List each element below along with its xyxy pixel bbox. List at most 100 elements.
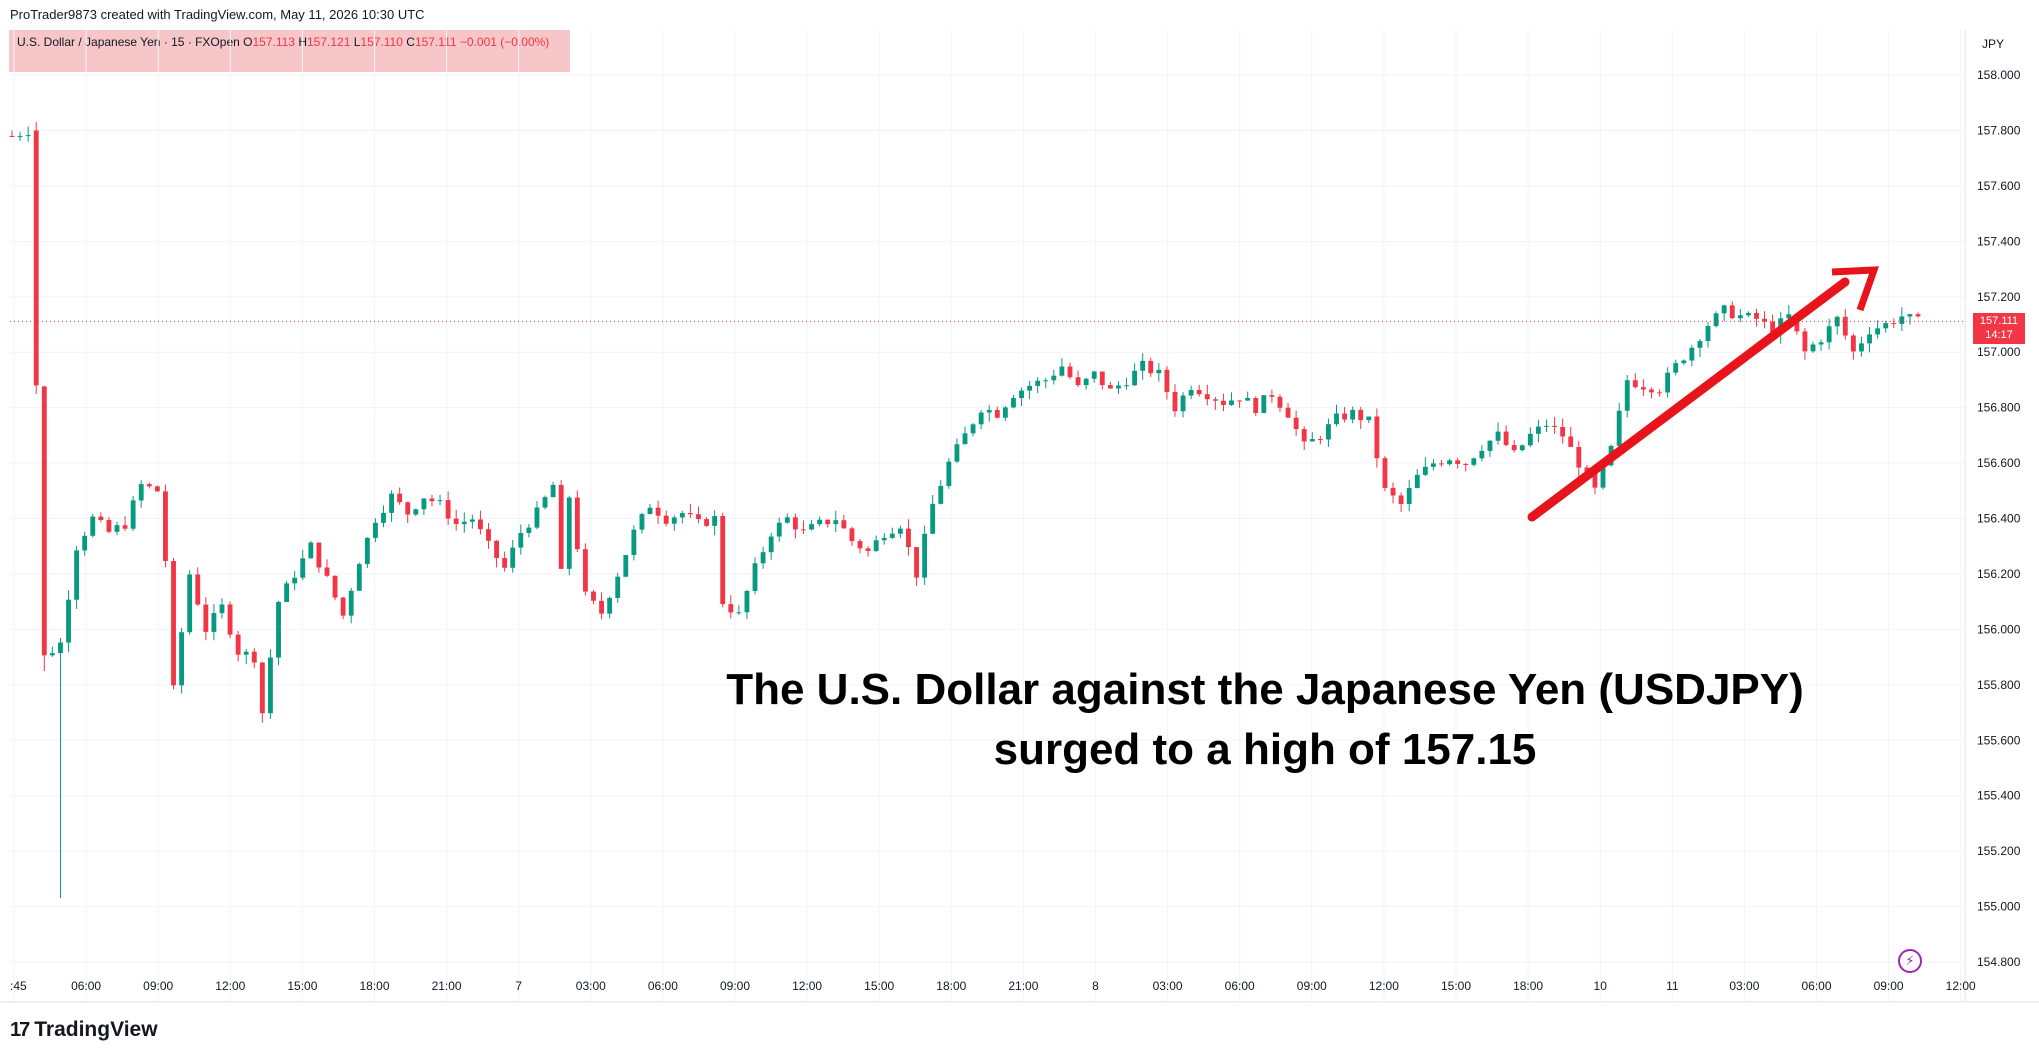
symbol-legend[interactable]: U.S. Dollar / Japanese Yen · 15 · FXOpen… <box>9 30 570 72</box>
candle-body <box>736 612 742 614</box>
candle-body <box>1624 380 1630 411</box>
candle-body <box>1592 471 1598 488</box>
time-tick-label: 06:00 <box>71 979 101 993</box>
candle-body <box>1204 394 1210 400</box>
time-tick-label: 18:00 <box>1513 979 1543 993</box>
candle-body <box>41 386 47 656</box>
candle-body <box>1616 410 1622 446</box>
candle-body <box>1083 378 1089 386</box>
candle-body <box>720 516 726 605</box>
candle-body <box>704 519 709 526</box>
candle-body <box>1107 385 1113 389</box>
time-tick-label: 21:00 <box>1008 979 1038 993</box>
candle-body <box>1156 369 1162 374</box>
candle-body <box>526 527 532 533</box>
candle-body <box>1027 385 1033 391</box>
candle-body <box>308 542 314 559</box>
candle-body <box>348 590 354 616</box>
candle-body <box>1503 431 1509 446</box>
candle-body <box>574 497 580 550</box>
time-tick-label: 10 <box>1594 979 1608 993</box>
candle-body <box>1229 400 1234 405</box>
tradingview-logo[interactable]: 17 TradingView <box>10 1018 158 1042</box>
candle-body <box>1277 396 1283 408</box>
time-tick-label: 03:00 <box>1729 979 1759 993</box>
price-tick-label: 155.000 <box>1977 900 2021 914</box>
lightning-bolt-icon[interactable]: ⚡ <box>1898 949 1922 973</box>
candle-body <box>825 519 831 525</box>
candle-body <box>1511 445 1517 451</box>
time-tick-label: 12:00 <box>215 979 245 993</box>
candle-body <box>1535 426 1541 434</box>
candle-body <box>146 484 152 487</box>
candle-body <box>90 516 96 536</box>
candle-body <box>461 521 467 525</box>
candle-body <box>1455 460 1461 464</box>
candle-body <box>817 519 823 525</box>
price-tick-label: 154.800 <box>1977 955 2021 969</box>
candle-body <box>760 552 766 564</box>
candle-body <box>1705 326 1711 342</box>
time-tick-label: 09:00 <box>143 979 173 993</box>
candle-body <box>631 529 637 556</box>
grid-layer <box>10 30 1965 1002</box>
price-tick-label: 157.600 <box>1977 179 2021 193</box>
candle-body <box>138 484 144 501</box>
candle-body <box>1721 305 1727 314</box>
annotation-line-1: The U.S. Dollar against the Japanese Yen… <box>726 665 1804 714</box>
time-tick-label: 15:00 <box>287 979 317 993</box>
candle-body <box>389 493 395 513</box>
price-axis[interactable]: 158.000 157.800 157.600 157.400 157.200 157.0… <box>1977 68 2021 969</box>
candle-body <box>930 503 936 534</box>
candle-body <box>962 433 968 445</box>
candle-body <box>615 576 621 598</box>
candle-body <box>1544 425 1549 427</box>
candle-body <box>25 135 31 137</box>
time-tick-label: 03:00 <box>576 979 606 993</box>
candle-body <box>1196 389 1202 395</box>
candle-body <box>1859 343 1864 352</box>
candle-countdown: 14:17 <box>1985 329 2013 342</box>
candle-body <box>211 613 217 632</box>
currency-label[interactable]: JPY <box>1982 37 2005 51</box>
candle-body <box>1342 413 1348 420</box>
candle-body <box>873 540 879 551</box>
candle-body <box>187 574 193 633</box>
candle-body <box>542 497 548 508</box>
candle-body <box>801 529 806 531</box>
candle-body <box>809 524 814 530</box>
candle-body <box>1867 334 1872 344</box>
time-tick-label: 15:00 <box>1441 979 1471 993</box>
candle-body <box>1180 395 1186 412</box>
candle-body <box>712 516 718 526</box>
candle-body <box>453 518 459 525</box>
candle-body <box>623 555 629 577</box>
price-tick-label: 155.200 <box>1977 844 2021 858</box>
candle-body <box>373 522 378 538</box>
candle-body <box>17 136 23 138</box>
time-tick-label: 09:00 <box>1874 979 1904 993</box>
candle-body <box>405 502 411 515</box>
candle-body <box>1253 397 1259 413</box>
price-tick-label: 157.400 <box>1977 234 2021 248</box>
candle-body <box>1657 392 1662 394</box>
candle-body <box>1673 363 1679 373</box>
candle-body <box>1810 344 1816 352</box>
candle-body <box>833 520 839 525</box>
last-price-badge: 157.111 14:17 <box>1973 313 2025 345</box>
time-tick-label: 7 <box>515 979 522 993</box>
candle-body <box>1366 416 1372 421</box>
candle-body <box>1754 312 1759 319</box>
candle-body <box>591 591 596 601</box>
time-tick-label: 15:00 <box>864 979 894 993</box>
candle-body <box>978 412 984 425</box>
candle-body <box>340 597 346 616</box>
price-tick-label: 157.800 <box>1977 123 2021 137</box>
candle-body <box>1640 387 1646 390</box>
chart-annotation: The U.S. Dollar against the Japanese Yen… <box>700 660 1830 780</box>
candle-body <box>1326 424 1331 440</box>
candle-body <box>1285 407 1291 418</box>
time-axis[interactable]: :45 06:00 09:00 12:00 15:00 18:00 21:00 7 03:00 0… <box>10 979 1976 993</box>
candle-body <box>663 515 669 524</box>
